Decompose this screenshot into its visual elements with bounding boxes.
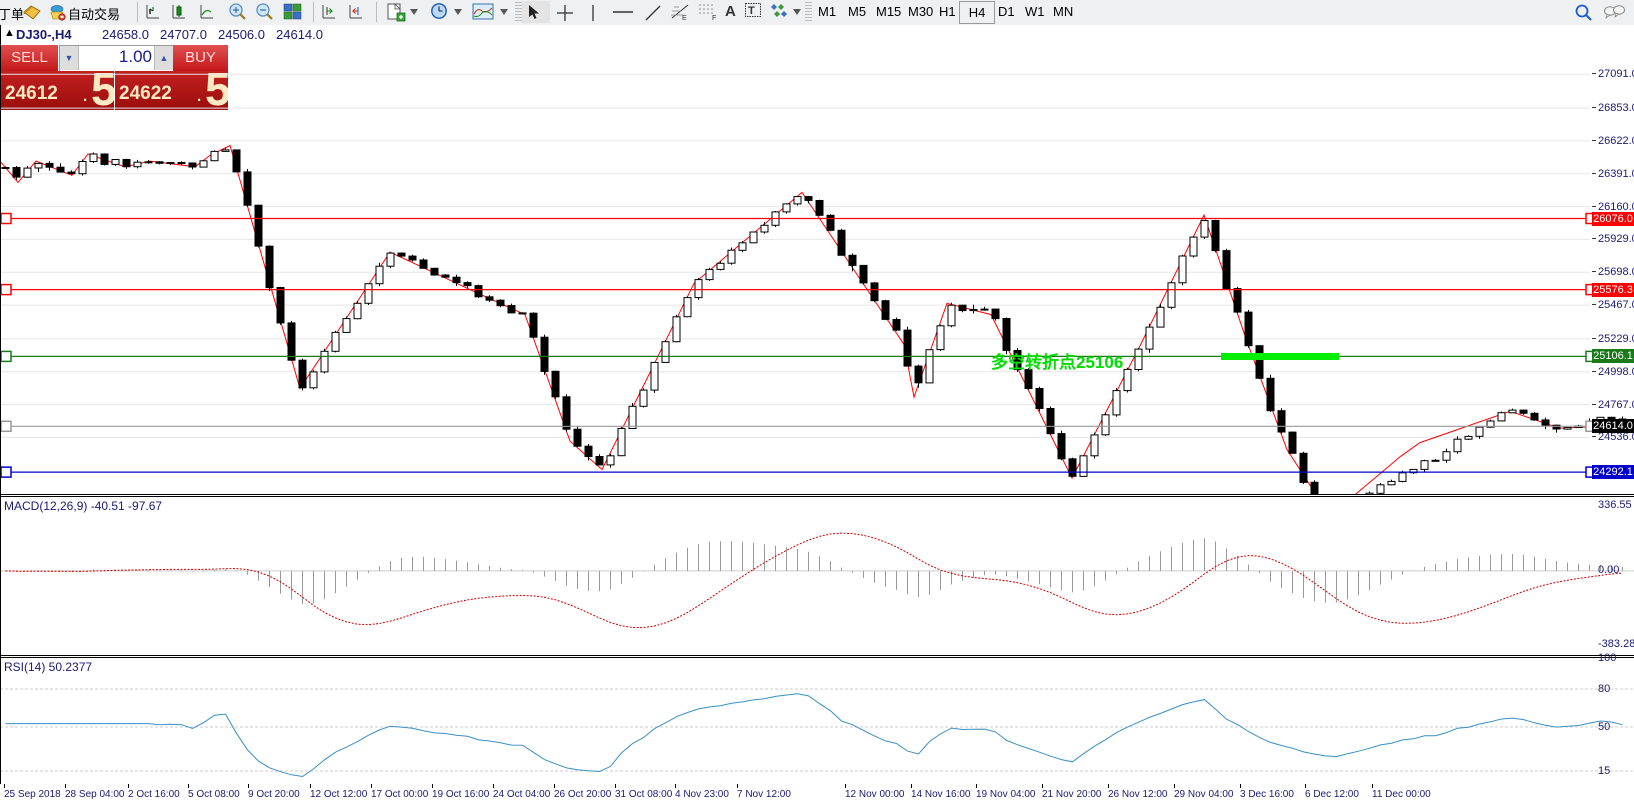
svg-text:T: T [748,5,755,17]
svg-text:F: F [712,15,716,22]
svg-text:E: E [682,15,687,22]
